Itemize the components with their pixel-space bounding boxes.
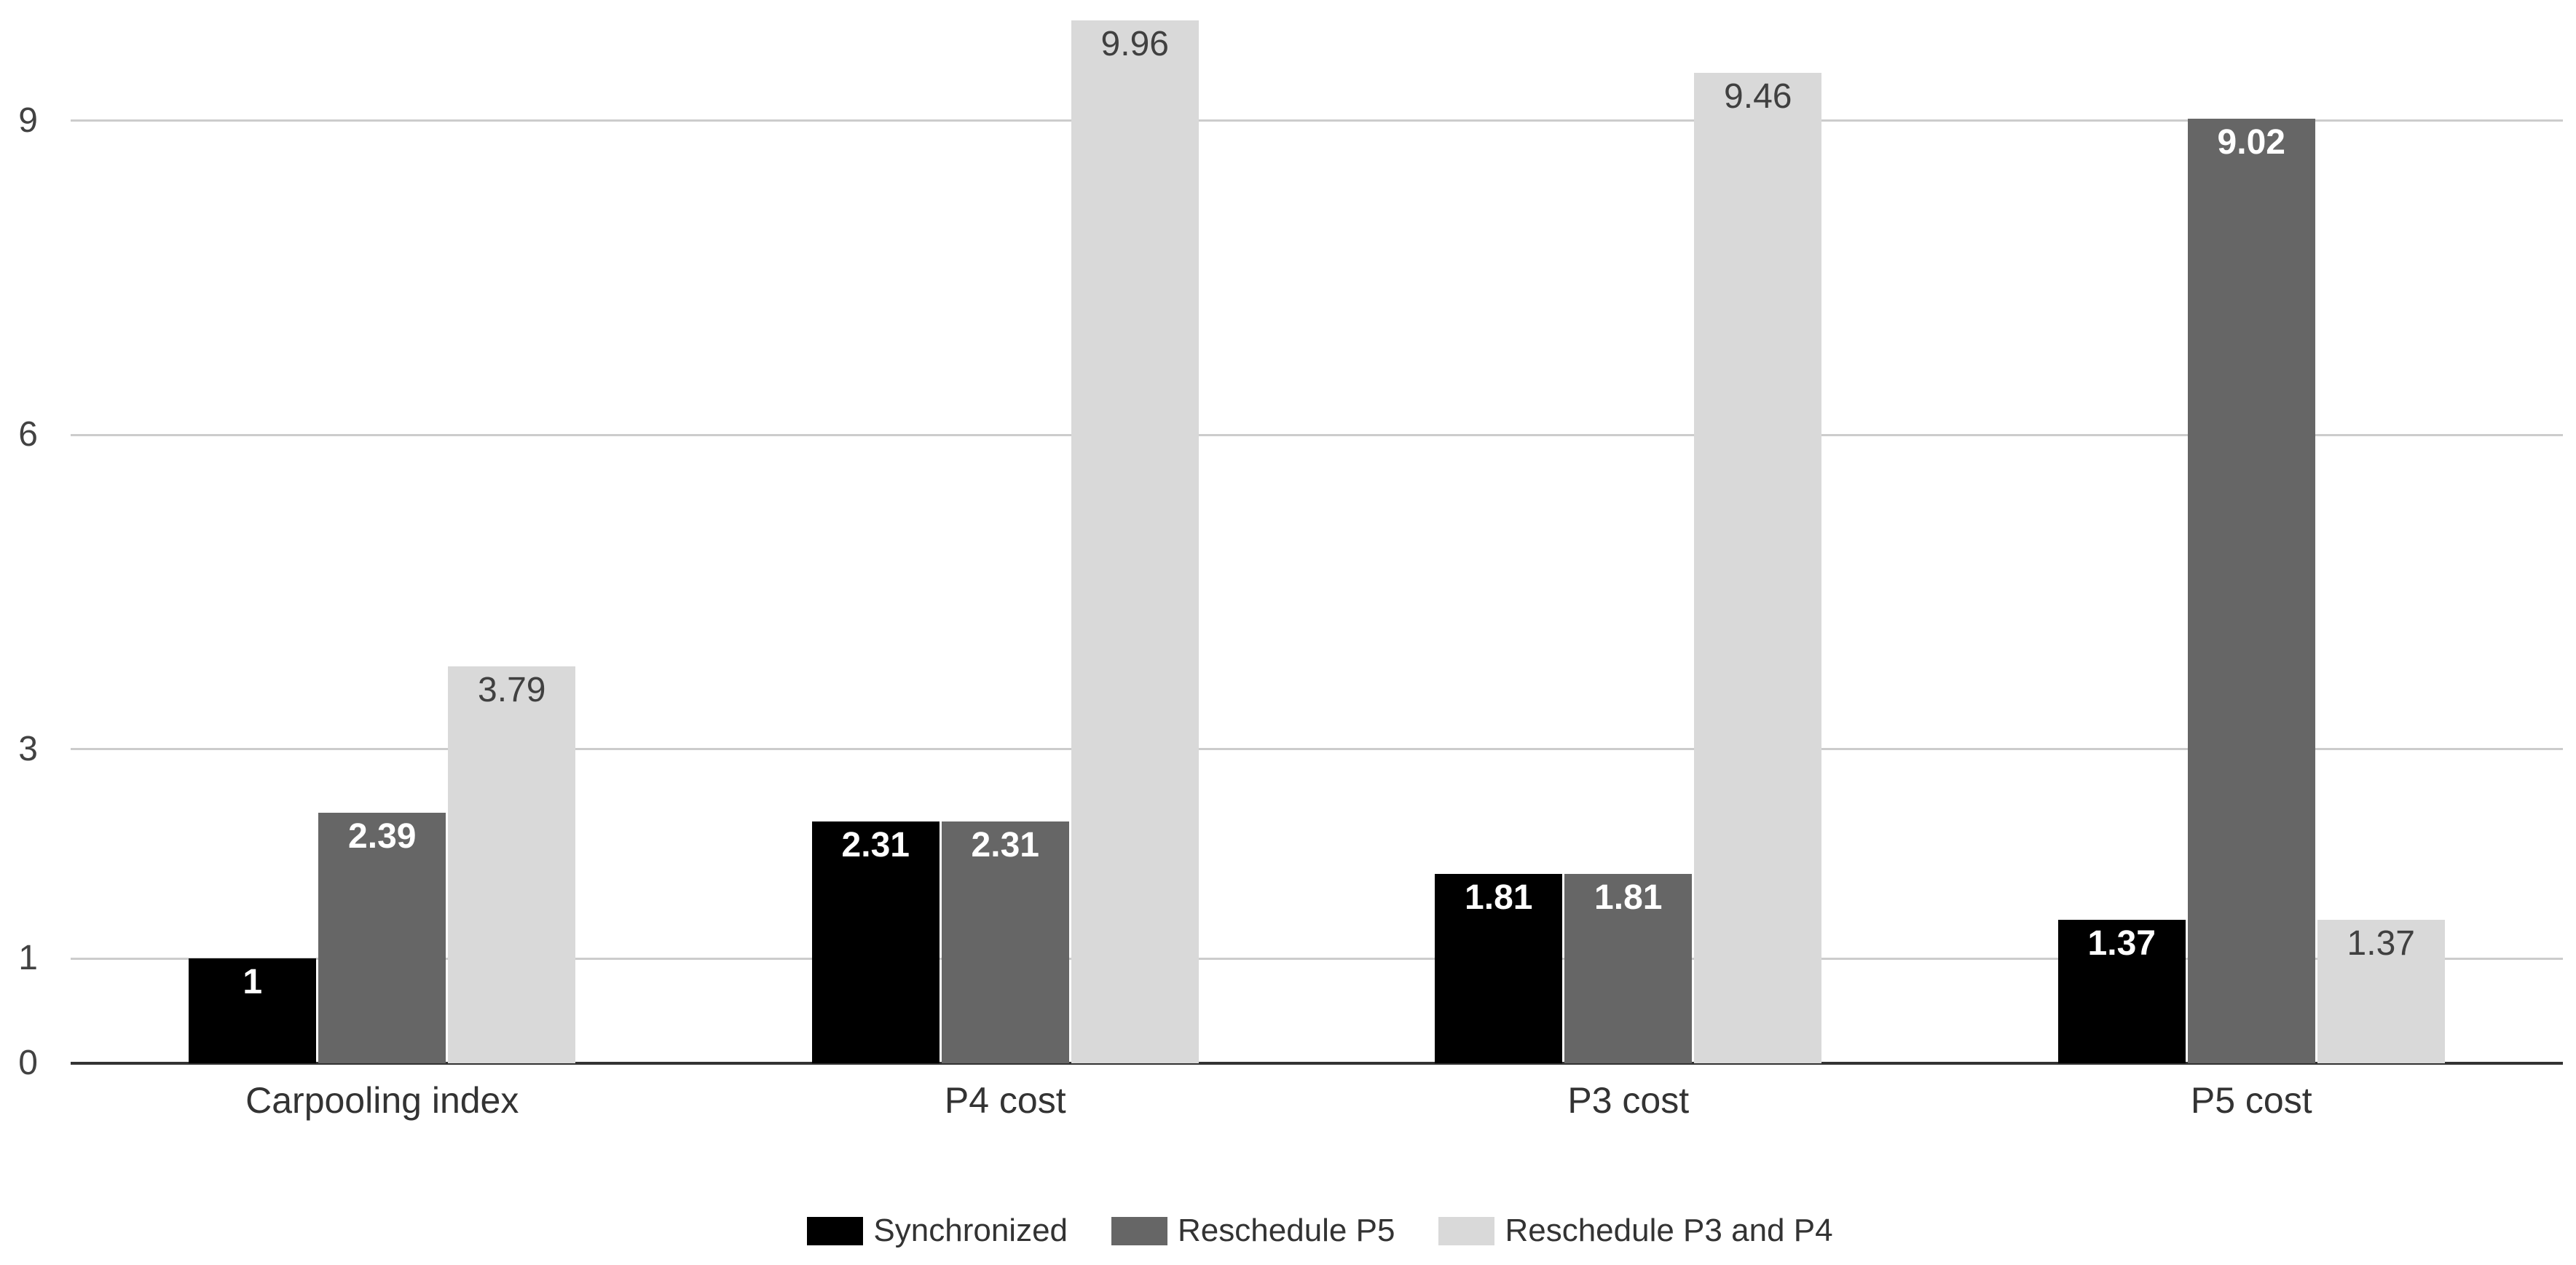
- gridline: [71, 433, 2563, 436]
- bar-value-label: 1.37: [2347, 924, 2415, 963]
- legend-item: Synchronized: [807, 1213, 1068, 1248]
- legend-swatch: [1111, 1216, 1168, 1245]
- bar: 2.39: [318, 813, 446, 1063]
- bar-value-label: 9.02: [2217, 122, 2285, 162]
- bar-value-label: 2.31: [971, 825, 1039, 864]
- bar: 2.31: [941, 821, 1069, 1063]
- plot-area: 1 2.39 3.79 2.31 2.31 9.96 1.81 1.81 9.46 1.37 9.0…: [71, 16, 2563, 1065]
- category-label: P3 cost: [1567, 1080, 1690, 1121]
- bar: 9.96: [1071, 20, 1199, 1063]
- legend-label: Reschedule P3 and P4: [1505, 1213, 1833, 1248]
- category-label: Carpooling index: [245, 1080, 519, 1121]
- bar: 1.81: [1564, 873, 1693, 1063]
- bar-value-label: 2.31: [841, 825, 910, 864]
- y-tick-label: 0: [18, 1044, 38, 1082]
- legend-label: Synchronized: [873, 1213, 1068, 1248]
- bar-value-label: 1.81: [1465, 878, 1533, 917]
- bar: 1.37: [2057, 920, 2186, 1063]
- gridline: [71, 748, 2563, 751]
- bar: 3.79: [448, 666, 576, 1063]
- bar: 1: [189, 958, 317, 1063]
- bar: 9.02: [2187, 118, 2315, 1063]
- bar: 9.46: [1694, 72, 1822, 1063]
- bar: 1.37: [2317, 920, 2445, 1063]
- legend: Synchronized Reschedule P5 Reschedule P3 a…: [32, 1213, 2576, 1248]
- bar-value-label: 1.37: [2087, 924, 2156, 963]
- bar-value-label: 1: [243, 963, 263, 1002]
- legend-item: Reschedule P5: [1111, 1213, 1395, 1248]
- y-tick-label: 3: [18, 729, 38, 768]
- legend-label: Reschedule P5: [1178, 1213, 1395, 1248]
- bar: 2.31: [811, 821, 940, 1063]
- bar-value-label: 9.96: [1100, 24, 1169, 63]
- bar-value-label: 3.79: [478, 671, 546, 709]
- legend-swatch: [1438, 1216, 1495, 1245]
- y-tick-label: 1: [18, 939, 38, 978]
- legend-swatch: [807, 1216, 864, 1245]
- legend-item: Reschedule P3 and P4: [1438, 1213, 1833, 1248]
- bar-value-label: 1.81: [1594, 878, 1663, 917]
- category-label: P5 cost: [2190, 1080, 2312, 1121]
- category-label: P4 cost: [944, 1080, 1066, 1121]
- bar-value-label: 2.39: [348, 817, 417, 856]
- gridline: [71, 957, 2563, 960]
- y-tick-label: 9: [18, 101, 38, 140]
- gridline: [71, 119, 2563, 122]
- x-axis-baseline: [71, 1062, 2563, 1065]
- bar: 1.81: [1435, 873, 1563, 1063]
- y-tick-label: 6: [18, 415, 38, 454]
- bar-value-label: 9.46: [1724, 76, 1792, 116]
